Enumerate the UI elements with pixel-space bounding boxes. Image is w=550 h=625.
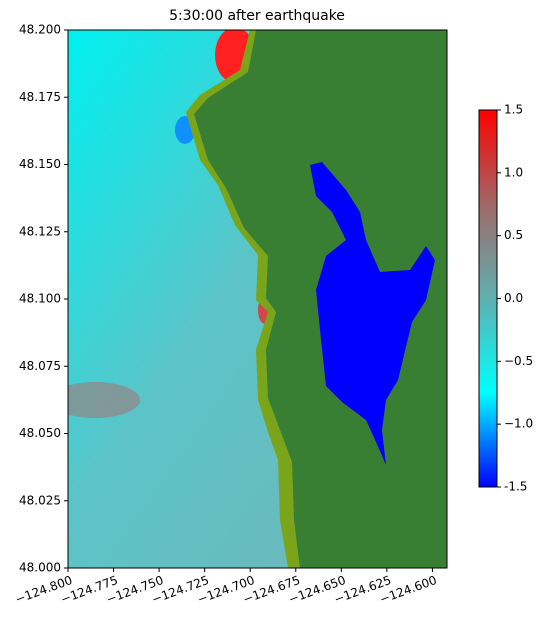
colorbar-tick-label: 1.0 — [504, 165, 523, 179]
bay — [310, 162, 435, 465]
colorbar-tick-label: 0.5 — [504, 228, 523, 242]
y-tick-label: 48.000 — [19, 561, 61, 575]
colorbar-tick-label: -1.5 — [504, 480, 527, 494]
colorbar-tick-label: 1.5 — [504, 103, 523, 117]
colorbar-tick-label: 0.0 — [504, 291, 523, 305]
wave-crest — [68, 382, 140, 418]
y-tick-label: 48.200 — [19, 23, 61, 37]
colorbar-scale — [478, 109, 498, 488]
y-tick-label: 48.175 — [19, 90, 61, 104]
colorbar: -1.5 −1.0 −0.5 0.0 0.5 1.0 1.5 — [478, 103, 533, 494]
y-tick-label: 48.100 — [19, 292, 61, 306]
y-tick-label: 48.075 — [19, 359, 61, 373]
colorbar-tick-label: −0.5 — [504, 354, 533, 368]
map — [68, 30, 447, 568]
chart-title: 5:30:00 after earthquake — [169, 8, 345, 24]
y-tick-label: 48.125 — [19, 224, 61, 238]
y-tick-label: 48.150 — [19, 157, 61, 171]
colorbar-tick-label: −1.0 — [504, 417, 533, 431]
y-tick-label: 48.050 — [19, 426, 61, 440]
y-tick-label: 48.025 — [19, 493, 61, 507]
